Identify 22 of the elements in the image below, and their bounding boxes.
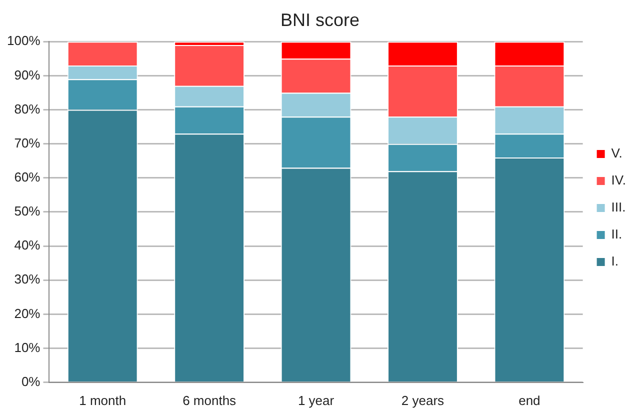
y-tick-label: 30% bbox=[14, 272, 41, 287]
y-tick-label: 100% bbox=[7, 33, 41, 48]
y-tick-label: 70% bbox=[14, 135, 41, 150]
legend-label: II. bbox=[611, 226, 622, 242]
x-tick-label: 1 year bbox=[298, 392, 335, 408]
y-tick-label: 0% bbox=[21, 374, 41, 389]
y-tick-label: 80% bbox=[14, 101, 41, 116]
x-tick-label: 6 months bbox=[182, 392, 237, 408]
legend-label: III. bbox=[611, 200, 626, 215]
x-tick-label: 1 month bbox=[79, 392, 126, 408]
legend-label: IV. bbox=[611, 172, 626, 188]
y-tick-label: 60% bbox=[14, 170, 41, 184]
legend-label: I. bbox=[611, 254, 619, 269]
chart-title: BNI score bbox=[280, 10, 360, 30]
y-tick-label: 90% bbox=[14, 67, 41, 82]
y-tick-label: 20% bbox=[14, 306, 41, 321]
legend-label: V. bbox=[611, 146, 622, 161]
x-tick-label: 2 years bbox=[401, 392, 445, 408]
y-tick-label: 50% bbox=[14, 204, 41, 219]
x-tick-label: end bbox=[518, 392, 540, 408]
y-tick-label: 40% bbox=[14, 238, 41, 253]
y-tick-label: 10% bbox=[14, 340, 41, 355]
